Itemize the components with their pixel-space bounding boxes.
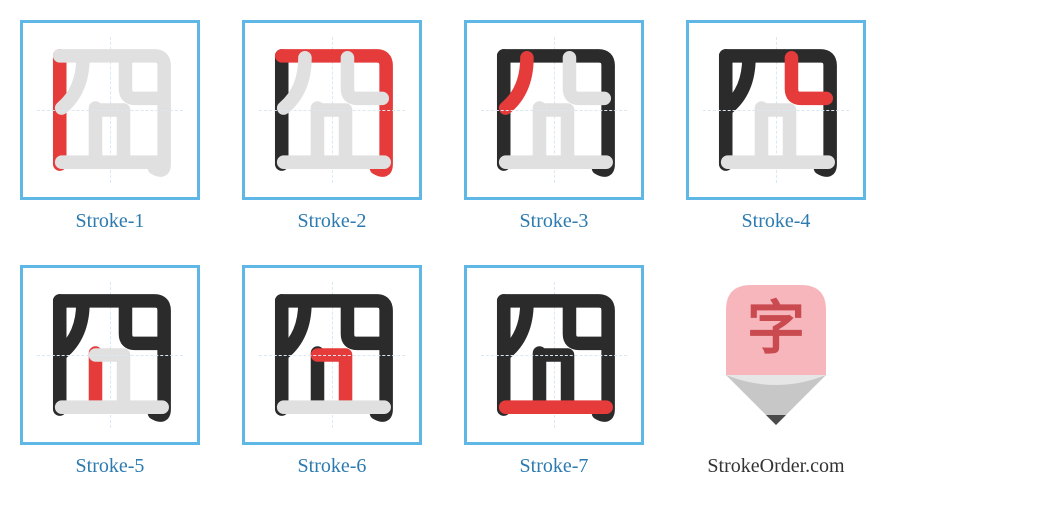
stroke-caption: Stroke-4 (742, 210, 811, 233)
logo-box: 字 (686, 265, 866, 445)
logo-caption: StrokeOrder.com (707, 455, 844, 478)
logo-character: 字 (747, 296, 805, 361)
stroke-tile-box (20, 265, 200, 445)
stroke-tile: Stroke-3 (464, 20, 644, 233)
stroke-tile: Stroke-1 (20, 20, 200, 233)
stroke-tile-box (464, 265, 644, 445)
stroke-tile: Stroke-4 (686, 20, 866, 233)
stroke-caption: Stroke-7 (520, 455, 589, 478)
stroke-caption: Stroke-5 (76, 455, 145, 478)
stroke-tile-box (242, 265, 422, 445)
stroke-tile: Stroke-6 (242, 265, 422, 478)
stroke-order-grid: Stroke-1 Stroke-2 Stroke-3 Stroke-4 Stroke-5… (20, 20, 1030, 478)
stroke-tile-box (686, 20, 866, 200)
stroke-tile: Stroke-5 (20, 265, 200, 478)
stroke-caption: Stroke-2 (298, 210, 367, 233)
stroke-tile-box (464, 20, 644, 200)
stroke-tile-box (20, 20, 200, 200)
stroke-caption: Stroke-3 (520, 210, 589, 233)
logo-cell: 字 StrokeOrder.com (686, 265, 866, 478)
stroke-tile: Stroke-7 (464, 265, 644, 478)
stroke-caption: Stroke-1 (76, 210, 145, 233)
stroke-tile: Stroke-2 (242, 20, 422, 233)
stroke-caption: Stroke-6 (298, 455, 367, 478)
stroke-tile-box (242, 20, 422, 200)
